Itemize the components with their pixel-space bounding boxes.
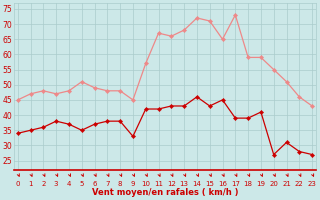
X-axis label: Vent moyen/en rafales ( km/h ): Vent moyen/en rafales ( km/h ) xyxy=(92,188,238,197)
